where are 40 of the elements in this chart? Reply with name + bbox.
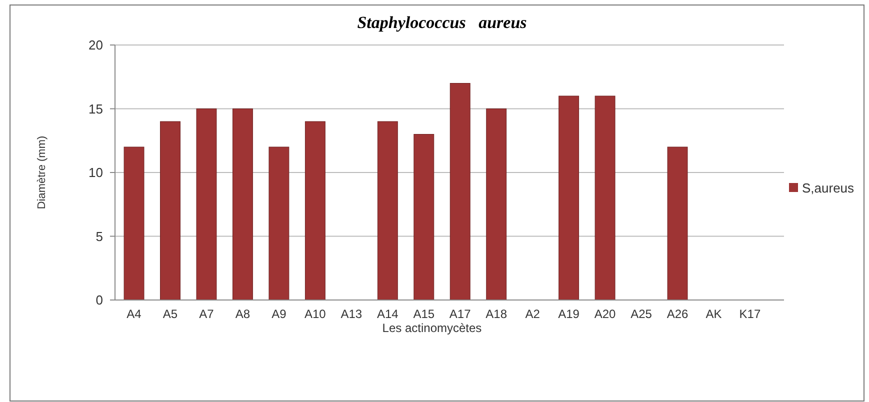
bar [304,121,326,300]
y-tick-label: 20 [88,38,103,53]
bar [594,96,616,300]
x-axis-title: Les actinomycètes [382,321,482,335]
x-tick-label: AK [706,307,722,321]
x-tick-label: A5 [162,307,178,321]
x-tick-label: K17 [739,307,761,321]
y-tick-label: 0 [96,292,103,308]
bar [667,146,688,300]
bar [558,96,580,300]
y-tick-label: 10 [88,165,103,180]
x-tick-label: A15 [413,307,435,321]
x-tick-label: A4 [126,307,142,321]
bar [377,121,398,300]
x-tick-label: A18 [486,307,508,321]
x-tick-label: A7 [199,307,214,321]
x-tick-label: A17 [449,307,472,321]
x-tick-label: A20 [594,307,616,321]
bar [160,121,180,300]
x-tick-label: A13 [340,307,362,321]
legend-label: S,aureus [802,180,855,196]
bar [196,108,217,300]
y-axis-title: Diamètre (mm) [36,136,48,210]
x-tick-label: A9 [272,307,287,321]
bar [486,108,507,300]
x-tick-label: A14 [376,307,399,321]
chart-title: Staphylococcus aureus [357,13,528,32]
x-tick-label: A10 [304,307,326,321]
bar [450,83,470,300]
x-tick-label: A8 [235,307,250,321]
y-tick-label: 15 [88,101,103,116]
bar [414,134,434,300]
x-tick-label: A26 [666,307,689,321]
y-tick-label: 5 [96,228,103,244]
x-tick-label: A19 [558,307,580,321]
bar [268,146,290,300]
bar [232,108,253,300]
x-tick-label: A25 [630,307,652,321]
bar [124,146,144,300]
x-tick-label: A2 [525,307,540,321]
